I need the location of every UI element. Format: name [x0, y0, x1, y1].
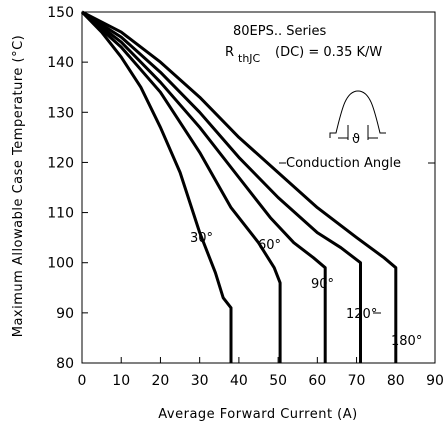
series-labels: 30° 60° 90° 120° 180°: [190, 162, 435, 349]
rth-subscript: thJC: [238, 52, 261, 65]
curve-180deg: [81, 10, 398, 363]
curve-label-90deg: 90°: [311, 277, 334, 292]
y-tick-label: 130: [47, 105, 74, 121]
rth-prefix: R: [225, 45, 234, 60]
y-tick-label: 150: [47, 5, 74, 21]
curve-label-30deg: 30°: [190, 231, 213, 246]
y-tick-label: 110: [47, 206, 74, 222]
x-tick-label: 60: [308, 373, 326, 389]
y-tick-label: 90: [56, 306, 74, 322]
y-tick-label: 140: [47, 55, 74, 71]
conduction-angle-inset: ϑ: [329, 90, 386, 147]
x-tick-label: 80: [387, 373, 405, 389]
x-tick-label: 50: [269, 373, 287, 389]
curve-label-180deg: 180°: [391, 334, 422, 349]
y-tick-label: 80: [56, 356, 74, 372]
plot-border: [81, 11, 436, 364]
x-tick-label: 10: [112, 373, 130, 389]
plot-area: [81, 11, 436, 364]
curve-90deg: [81, 10, 327, 363]
curve-label-60deg: 60°: [258, 238, 281, 253]
x-tick-label: 90: [426, 373, 444, 389]
x-tick-label: 0: [78, 373, 87, 389]
axis-ticks: 0 10 20 30 40 50 60 70 80 90 80 90 100 110 120 130 140 15…: [47, 5, 444, 389]
x-tick-label: 30: [191, 373, 209, 389]
x-tick-label: 70: [348, 373, 366, 389]
conduction-angle-label: Conduction Angle: [286, 156, 401, 171]
series-title: 80EPS.. Series: [233, 24, 326, 39]
rth-value: (DC) = 0.35 K/W: [275, 45, 382, 60]
y-tick-label: 120: [47, 155, 74, 171]
x-tick-label: 40: [230, 373, 248, 389]
x-axis-title: Average Forward Current (A): [158, 407, 357, 422]
curve-label-120deg: 120°: [346, 307, 377, 322]
waveform-shape: [329, 90, 386, 138]
series-curves: [80, 10, 398, 363]
curve-30deg: [80, 10, 233, 363]
y-tick-label: 100: [47, 256, 74, 272]
x-tick-label: 20: [152, 373, 170, 389]
y-axis-title: Maximum Allowable Case Temperature (°C): [11, 35, 26, 338]
curve-60deg: [80, 10, 282, 363]
curve-120deg: [81, 10, 362, 363]
theta-symbol: ϑ: [352, 132, 360, 147]
